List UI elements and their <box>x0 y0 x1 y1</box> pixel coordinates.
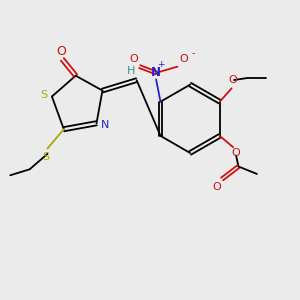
Text: O: O <box>232 148 240 158</box>
Text: N: N <box>100 120 109 130</box>
Text: S: S <box>40 90 47 100</box>
Text: O: O <box>56 44 66 58</box>
Text: H: H <box>127 66 136 76</box>
Text: O: O <box>180 55 188 64</box>
Text: O: O <box>212 182 221 192</box>
Text: O: O <box>229 75 238 85</box>
Text: S: S <box>42 152 50 162</box>
Text: +: + <box>157 60 164 69</box>
Text: -: - <box>191 49 195 58</box>
Text: O: O <box>129 55 138 64</box>
Text: N: N <box>151 66 161 80</box>
